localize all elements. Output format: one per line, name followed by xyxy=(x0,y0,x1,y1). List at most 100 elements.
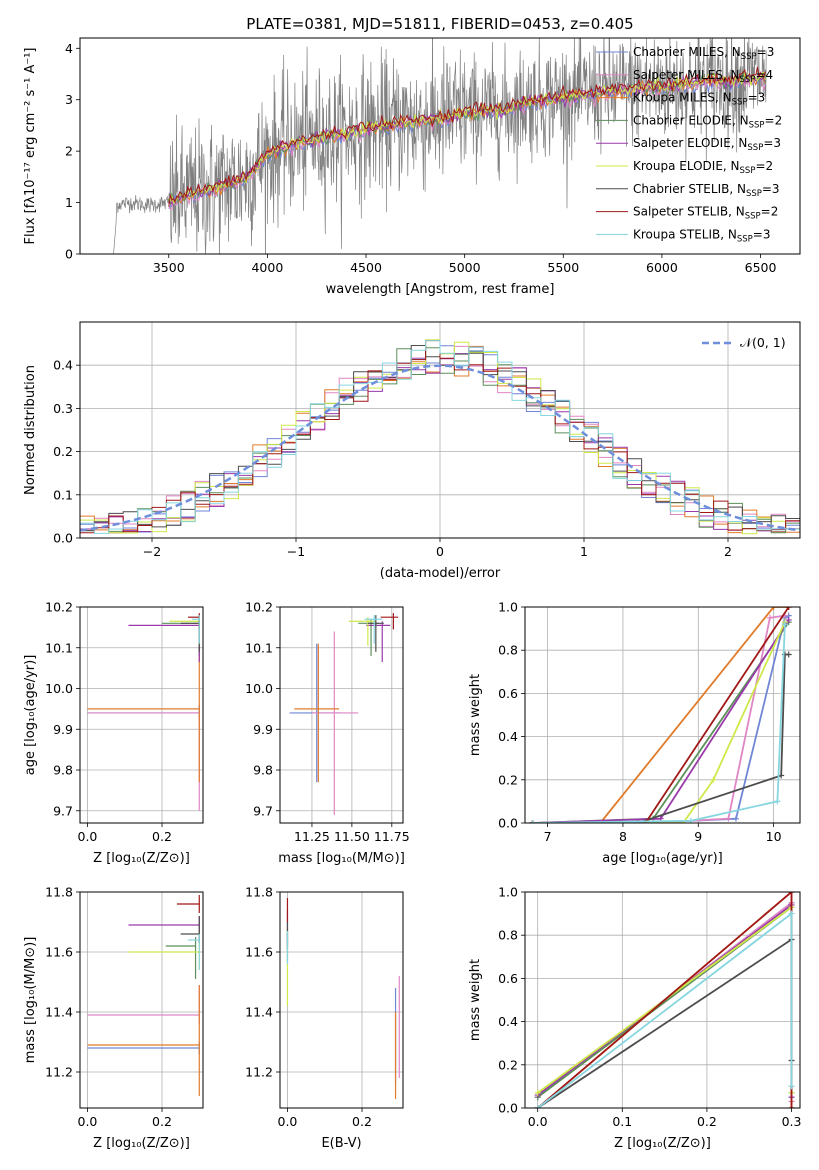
x-tick-label: 0.2 xyxy=(152,829,172,844)
x-tick-label: 5500 xyxy=(547,260,579,275)
mass-weight-marker xyxy=(774,798,781,805)
mass-weight-marker xyxy=(785,651,792,658)
x-axis-label: E(B-V) xyxy=(321,1136,361,1151)
x-axis-label: age [log₁₀(age/yr)] xyxy=(602,851,723,866)
y-tick-label: 0.4 xyxy=(498,1014,518,1029)
legend-label: Salpeter MILES, NSSP=4 xyxy=(633,68,773,85)
mass-weight-marker xyxy=(788,1105,795,1108)
model-spectrum-chabrier-elodie xyxy=(168,70,766,205)
y-tick-label: 0.0 xyxy=(498,1101,518,1116)
y-tick-label: 10.0 xyxy=(45,681,73,696)
x-tick-label: 4500 xyxy=(350,260,382,275)
plot-marks xyxy=(529,607,792,823)
panel-mass-vs-z: 0.0 0.2 11.2 11.4 11.6 11.8 Z [log₁₀(Z/Z⊙)] mas… xyxy=(23,885,204,1151)
residual-histogram-kroupa-stelib xyxy=(80,340,800,538)
x-tick-label: 8 xyxy=(619,829,627,844)
axes-frame xyxy=(524,606,801,824)
y-tick-label: 0.8 xyxy=(498,928,518,943)
y-tick-label: 11.8 xyxy=(245,885,273,900)
errorbar-chabrier-stelib xyxy=(367,615,384,652)
y-tick-label: 11.6 xyxy=(245,945,273,960)
x-tick-label: 0.0 xyxy=(528,1114,548,1129)
x-tick-label: 0 xyxy=(436,544,444,559)
plot-marks xyxy=(80,339,800,538)
errorbar-kroupa-elodie xyxy=(348,617,376,646)
x-tick-label: 0.0 xyxy=(278,1114,298,1129)
y-tick-label: 4 xyxy=(65,41,73,56)
y-axis-label: Normed distribution xyxy=(23,365,38,495)
mass-weight-line-salpeter-stelib xyxy=(532,607,790,823)
y-tick-label: 1.0 xyxy=(498,600,518,615)
mass-weight-marker xyxy=(534,1105,541,1108)
mass-weight-line-kroupa-stelib xyxy=(532,624,786,823)
x-tick-label: 0.2 xyxy=(352,1114,372,1129)
mass-weight-marker xyxy=(785,616,792,623)
panel-spectrum: 3500 4000 4500 5000 5500 6000 6500 0 1 2 3 4 wavelen… xyxy=(23,37,801,297)
y-axis-label: age [log₁₀(age/yr)] xyxy=(23,655,38,776)
mass-weight-line-kroupa-miles xyxy=(532,607,789,823)
panel-age-vs-mass: 11.25 11.50 11.75 9.7 9.8 9.9 10.0 10.1 10.2 mass… xyxy=(245,600,410,867)
x-tick-label: 11.25 xyxy=(294,829,330,844)
x-tick-label: 0.2 xyxy=(152,1114,172,1129)
legend-label: Kroupa MILES, NSSP=3 xyxy=(633,91,765,108)
figure-title: PLATE=0381, MJD=51811, FIBERID=0453, z=0… xyxy=(246,15,633,33)
y-tick-label: 0.4 xyxy=(498,729,518,744)
model-spectrum-kroupa-elodie xyxy=(168,71,766,204)
mass-weight-marker xyxy=(788,910,795,917)
mass-weight-marker xyxy=(788,892,795,895)
y-tick-label: 10.1 xyxy=(45,640,73,655)
mass-weight-marker xyxy=(710,776,717,783)
x-tick-label: 6500 xyxy=(745,260,777,275)
y-tick-label: 11.4 xyxy=(245,1005,273,1020)
y-tick-label: 11.6 xyxy=(45,945,73,960)
panel-age-vs-z: 0.0 0.2 9.7 9.8 9.9 10.0 10.1 10.2 Z [log₁₀(Z/Z⊙… xyxy=(23,600,204,866)
x-tick-label: 0.0 xyxy=(78,829,98,844)
panel-mass-vs-ebv: 0.0 0.2 11.2 11.4 11.6 11.8 E(B-V) xyxy=(245,885,404,1151)
y-axis-label: mass weight xyxy=(468,959,483,1041)
axes-frame xyxy=(279,891,404,1109)
mass-weight-marker xyxy=(766,614,773,621)
mass-weight-marker xyxy=(529,820,536,823)
errorbar-salpeter-stelib xyxy=(176,895,200,913)
y-tick-label: 0.2 xyxy=(53,444,73,459)
y-tick-label: 3 xyxy=(65,92,73,107)
x-tick-label: 6000 xyxy=(646,260,678,275)
legend-label: Chabrier STELIB, NSSP=3 xyxy=(633,182,780,199)
y-tick-label: 9.8 xyxy=(253,763,273,778)
panel-massweight-vs-z: 0.0 0.1 0.2 0.3 0.0 0.2 0.4 0.6 0.8 1.0 Z [log₁₀(Z… xyxy=(468,885,801,1152)
errorbar-salpeter-miles xyxy=(311,631,359,815)
mass-weight-line-kroupa-elodie xyxy=(532,621,786,823)
plot-marks xyxy=(113,38,767,254)
y-axis-label: mass [log₁₀(M/M⊙)] xyxy=(23,937,38,1064)
y-axis-label: Flux [fλ10⁻¹⁷ erg cm⁻² s⁻¹ A⁻¹] xyxy=(23,48,38,245)
y-tick-label: 9.9 xyxy=(53,722,73,737)
x-axis-label: wavelength [Angstrom, rest frame] xyxy=(326,282,555,297)
plot-marks xyxy=(289,613,399,815)
errorbar-kroupa-stelib xyxy=(188,934,200,970)
y-tick-label: 1.0 xyxy=(498,885,518,900)
x-tick-label: 0.0 xyxy=(78,1114,98,1129)
x-tick-label: 0.2 xyxy=(697,1114,717,1129)
plot-marks xyxy=(87,895,200,1096)
y-tick-label: 10.1 xyxy=(245,640,273,655)
y-tick-label: 11.4 xyxy=(45,1005,73,1020)
x-tick-label: 7 xyxy=(544,829,552,844)
y-tick-label: 9.8 xyxy=(53,763,73,778)
plot-marks xyxy=(534,892,795,1108)
legend-label: Kroupa ELODIE, NSSP=2 xyxy=(633,159,773,176)
x-tick-label: 3500 xyxy=(153,260,185,275)
y-tick-label: 10.2 xyxy=(45,600,73,615)
y-tick-label: 0.0 xyxy=(53,531,73,546)
y-tick-label: 10.2 xyxy=(245,600,273,615)
y-tick-label: 0.4 xyxy=(53,358,73,373)
legend-label: Chabrier MILES, NSSP=3 xyxy=(633,45,774,62)
y-tick-label: 1 xyxy=(65,195,73,210)
mass-weight-marker xyxy=(788,1083,795,1090)
x-tick-label: 5000 xyxy=(449,260,481,275)
x-axis-label: Z [log₁₀(Z/Z⊙)] xyxy=(93,851,190,866)
plot-area xyxy=(525,607,800,823)
legend-label: Salpeter STELIB, NSSP=2 xyxy=(633,205,778,222)
y-tick-label: 9.9 xyxy=(253,722,273,737)
y-axis-label: mass weight xyxy=(468,674,483,756)
errorbar-salpeter-elodie xyxy=(366,621,391,663)
